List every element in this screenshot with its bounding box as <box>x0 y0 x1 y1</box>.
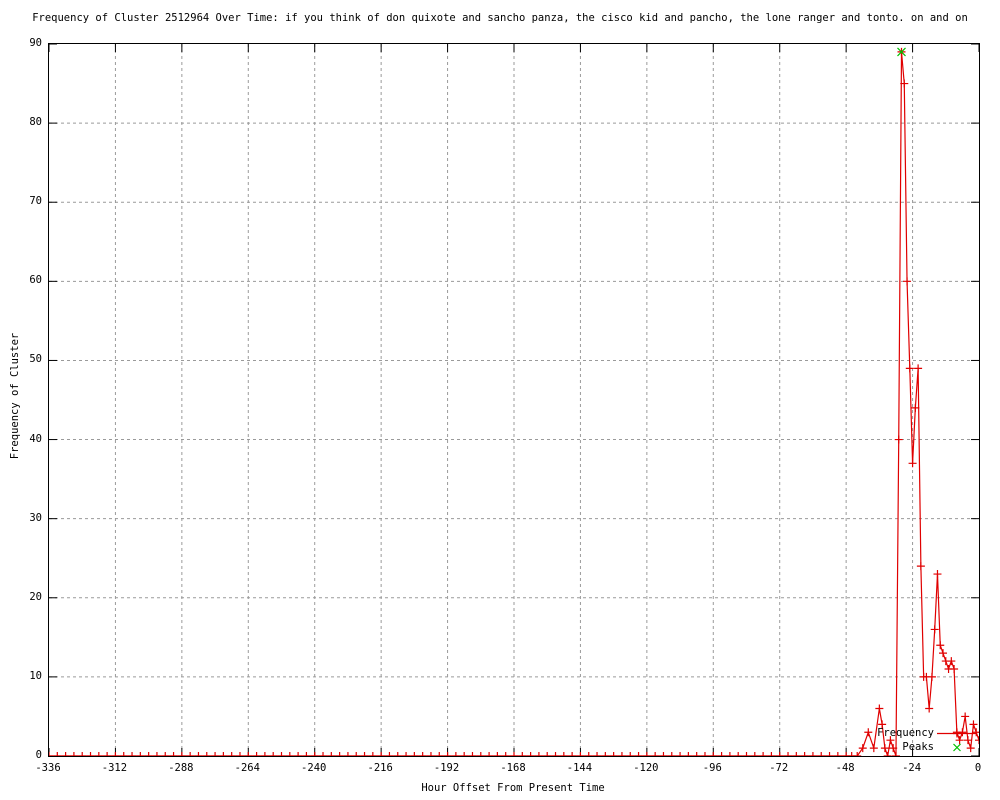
y-tick-30: 30 <box>29 511 42 524</box>
y-tick-90: 90 <box>29 37 42 49</box>
x-tick--264: -264 <box>234 762 260 774</box>
y-axis-tick-labels: 0 10 20 30 40 50 60 70 80 90 <box>0 37 42 761</box>
x-axis-tick-labels: -336 -312 -288 -264 -240 -216 -192 -168 -144 -120… <box>35 762 982 778</box>
legend: Frequency Peaks <box>866 727 978 755</box>
x-tick--336: -336 <box>35 762 61 774</box>
y-tick-70: 70 <box>29 195 42 208</box>
y-tick-20: 20 <box>29 590 42 603</box>
x-axis-title: Hour Offset From Present Time <box>421 782 605 794</box>
x-tick--96: -96 <box>702 762 722 774</box>
chart-title: Frequency of Cluster 2512964 Over Time: … <box>32 12 968 24</box>
y-tick-0: 0 <box>35 749 42 761</box>
x-tick--48: -48 <box>835 762 855 774</box>
y-tick-10: 10 <box>29 669 42 682</box>
legend-item-peaks[interactable]: Peaks <box>866 741 978 754</box>
y-tick-40: 40 <box>29 432 42 445</box>
legend-label-peaks: Peaks <box>902 741 934 753</box>
legend-item-frequency[interactable]: Frequency <box>866 727 978 740</box>
y-tick-60: 60 <box>29 274 42 287</box>
x-tick--240: -240 <box>301 762 327 774</box>
x-tick--168: -168 <box>500 762 526 774</box>
legend-label-frequency: Frequency <box>877 727 934 739</box>
x-tick--216: -216 <box>367 762 393 774</box>
y-tick-80: 80 <box>29 116 42 129</box>
legend-swatch-frequency <box>937 729 977 738</box>
x-tick--312: -312 <box>101 762 128 774</box>
plot-area <box>48 43 980 757</box>
x-tick-0: 0 <box>974 762 982 774</box>
x-tick--24: -24 <box>902 762 922 774</box>
y-tick-50: 50 <box>29 353 42 366</box>
legend-swatch-peaks <box>953 743 961 752</box>
grid-lines <box>49 44 979 756</box>
x-tick--192: -192 <box>433 762 460 774</box>
data-series-layer <box>49 47 979 756</box>
x-tick--144: -144 <box>566 762 593 774</box>
x-tick--72: -72 <box>769 762 789 774</box>
x-tick--288: -288 <box>168 762 194 774</box>
x-tick--120: -120 <box>633 762 659 774</box>
